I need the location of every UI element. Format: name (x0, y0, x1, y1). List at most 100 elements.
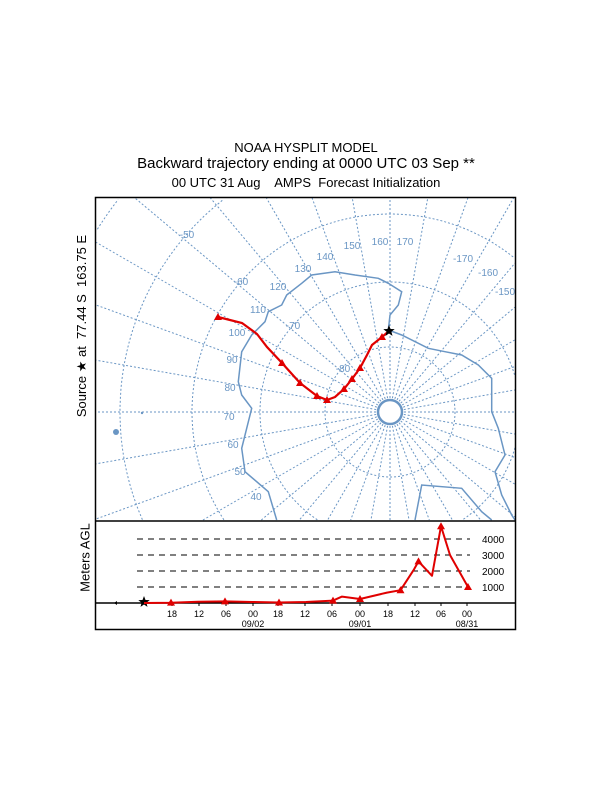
height-point (414, 557, 423, 565)
meridian-line (350, 424, 386, 521)
trajectory-line (217, 315, 390, 402)
meridian-line (394, 197, 469, 400)
island (113, 429, 119, 435)
latitude-circle (119, 198, 225, 520)
meridian-line (400, 420, 516, 518)
height-tick-label: 4000 (482, 535, 505, 546)
height-point (167, 598, 175, 606)
meridian-line (260, 420, 380, 521)
height-point (221, 597, 229, 605)
meridian-line (396, 423, 453, 521)
latitude-label: -70 (286, 321, 301, 332)
trajectory-marker (296, 379, 304, 386)
longitude-label: 130 (295, 264, 312, 275)
time-tick-label: 06 (436, 609, 446, 619)
meridian-line (298, 422, 382, 521)
latitude-circle (259, 281, 516, 521)
time-tick-label: 18 (167, 609, 177, 619)
height-tick-label: 1000 (482, 583, 505, 594)
plot-frame (94, 196, 517, 631)
longitude-label: 110 (250, 305, 266, 316)
trajectory-marker (356, 364, 364, 371)
trajectory-marker (348, 375, 356, 382)
height-point (437, 522, 445, 530)
meridian-line (403, 413, 516, 435)
latitude-circle (96, 199, 119, 230)
meridian-line (398, 262, 516, 402)
trajectory-marker (313, 392, 321, 399)
axis-start-marker (114, 601, 117, 605)
longitude-label: 160 (372, 237, 389, 248)
latitude-circle (462, 447, 516, 521)
longitude-label: 80 (224, 383, 236, 394)
meridian-line (370, 425, 389, 521)
height-point (356, 595, 364, 602)
longitude-label: 90 (226, 355, 238, 366)
time-tick-label: 06 (221, 609, 231, 619)
time-tick-label: 12 (300, 609, 310, 619)
longitude-label: 120 (270, 282, 287, 293)
meridian-line (95, 416, 378, 520)
date-label: 08/31 (456, 619, 479, 629)
meridian-line (400, 306, 516, 404)
longitude-label: -160 (478, 268, 498, 279)
height-source-star-icon (138, 596, 150, 607)
meridian-line (394, 424, 430, 521)
meridian-line (95, 304, 378, 408)
longitude-label: 140 (317, 252, 334, 263)
meridian-line (266, 197, 384, 401)
meridian-line (95, 359, 377, 411)
latitude-circle (191, 213, 515, 521)
longitude-label: 170 (397, 237, 414, 248)
latitude-circle (324, 346, 456, 478)
trajectory-marker (378, 333, 386, 340)
time-tick-label: 00 (355, 609, 365, 619)
coastline-ross-ice-shelf (414, 484, 493, 521)
trajectory-marker (214, 313, 222, 320)
latitude-label: -80 (336, 364, 351, 375)
meridian-line (403, 389, 516, 411)
map-layer: 170 160 150 140 130 120 110 100 90 80 70 60 50 40 -170… (95, 197, 516, 521)
time-tick-label: 12 (410, 609, 420, 619)
date-label: 09/02 (242, 619, 265, 629)
model-name: NOAA HYSPLIT MODEL (234, 140, 378, 155)
height-tick-label: 3000 (482, 551, 505, 562)
source-star-icon (383, 325, 395, 336)
longitude-label: 40 (250, 492, 262, 503)
trajectory-marker (323, 396, 331, 403)
meridian-line (210, 197, 382, 402)
meridian-line (401, 339, 516, 406)
meridian-line (396, 197, 514, 401)
plot-title: Backward trajectory ending at 0000 UTC 0… (137, 155, 475, 172)
longitude-label: -170 (453, 254, 473, 265)
longitude-label: 50 (234, 467, 246, 478)
trajectory-marker (278, 359, 286, 366)
meridian-line (398, 422, 482, 521)
height-point (329, 596, 337, 604)
plot-subtitle: 00 UTC 31 Aug AMPS Forecast Initializati… (171, 175, 441, 190)
latitude-label: -60 (234, 277, 249, 288)
time-tick-label: 06 (327, 609, 337, 619)
meridian-line (134, 197, 380, 404)
height-series-line (143, 525, 469, 604)
longitude-label: 60 (227, 440, 239, 451)
time-tick-label: 00 (248, 609, 258, 619)
date-label: 09/01 (349, 619, 372, 629)
coastline (237, 270, 516, 521)
longitude-label: 70 (223, 412, 235, 423)
meridian-line (391, 197, 429, 399)
height-point (396, 586, 405, 594)
meridian-line (351, 197, 389, 399)
meridian-line (95, 413, 377, 465)
meridian-line (327, 423, 384, 521)
longitude-label: 150 (344, 241, 361, 252)
time-tick-label: 18 (383, 609, 393, 619)
latitude-circle (376, 398, 404, 426)
meridian-line (391, 425, 410, 521)
time-tick-label: 00 (462, 609, 472, 619)
height-tick-label: 2000 (482, 567, 505, 578)
trajectory-marker (340, 385, 348, 392)
longitude-label: 100 (229, 328, 246, 339)
height-point (464, 583, 472, 590)
